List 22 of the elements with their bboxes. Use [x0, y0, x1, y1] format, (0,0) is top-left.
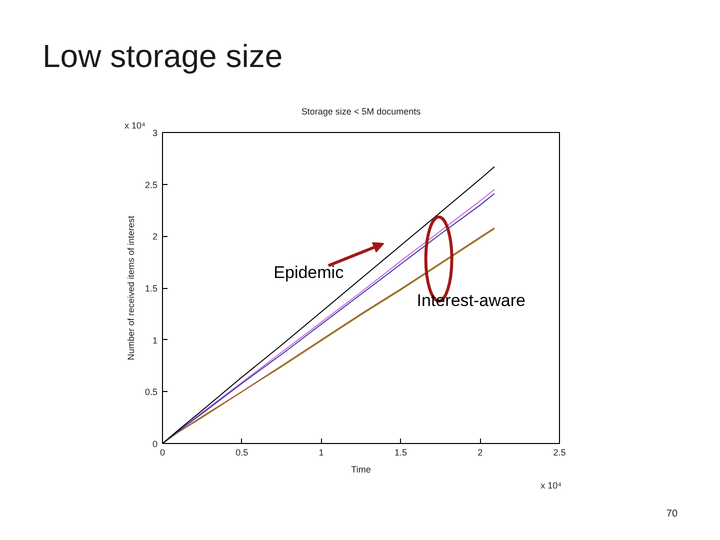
annotation: Epidemic [274, 263, 344, 282]
y-tick-label: 2 [152, 232, 158, 242]
y-tick-label: 1 [152, 335, 158, 346]
y-tick-label: 0 [152, 439, 158, 449]
x-tick-label: 1.5 [394, 448, 407, 458]
text: x 10⁴ [540, 480, 562, 490]
y-axis-title: Number of received items of interest [126, 215, 136, 360]
y-tick-label: 1.5 [144, 284, 158, 294]
annotation: Interest-aware [416, 290, 526, 310]
x-tick-label: 0.5 [236, 448, 248, 458]
x-tick-label: 2.5 [553, 448, 566, 458]
chart-title: Low storage size [42, 38, 283, 74]
chart-subtitle: Storage size < 5M documents [301, 106, 422, 116]
y-tick-label: 2.5 [144, 180, 158, 190]
x-tick-label: 2 [478, 448, 483, 458]
y-tick-label: 3 [152, 128, 158, 138]
y-tick-label: 0.5 [144, 387, 158, 398]
x-tick-label: 0 [160, 448, 166, 458]
text: x 10⁴ [124, 120, 146, 130]
x-tick-label: 1 [318, 448, 324, 458]
x-axis-title: Time [351, 464, 371, 474]
text: 70 [666, 508, 678, 520]
